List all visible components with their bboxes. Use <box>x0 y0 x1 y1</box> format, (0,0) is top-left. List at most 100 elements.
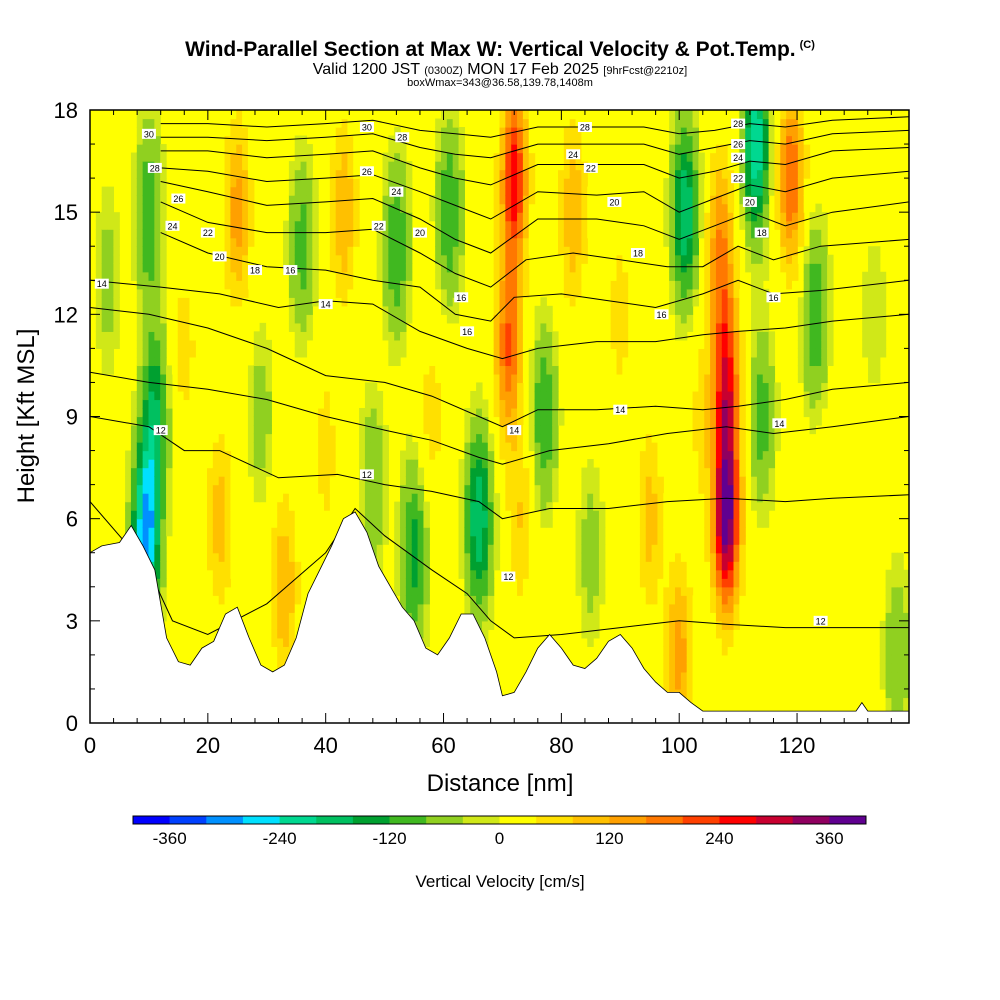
velocity-cell <box>792 229 799 239</box>
velocity-cell <box>499 263 506 273</box>
velocity-cell <box>347 178 354 188</box>
velocity-cell <box>692 237 699 247</box>
velocity-cell <box>628 356 635 367</box>
velocity-cell <box>253 348 261 358</box>
velocity-cell <box>476 527 483 537</box>
velocity-cell <box>756 322 764 332</box>
velocity-cell <box>540 510 547 520</box>
velocity-cell <box>739 314 746 324</box>
velocity-cell <box>306 169 313 179</box>
velocity-cell <box>487 322 495 332</box>
velocity-cell <box>160 407 167 418</box>
velocity-cell <box>587 186 594 196</box>
velocity-cell <box>715 127 723 137</box>
velocity-cell <box>704 212 711 222</box>
velocity-cell <box>727 186 735 196</box>
colorbar-frame <box>132 815 867 825</box>
velocity-cell <box>610 271 618 281</box>
velocity-cell <box>154 246 161 256</box>
velocity-cell <box>756 161 764 171</box>
velocity-cell <box>388 178 395 188</box>
velocity-cell <box>288 271 296 281</box>
velocity-cell <box>803 314 811 324</box>
velocity-cell <box>499 186 506 196</box>
velocity-cell <box>312 220 319 230</box>
velocity-cell <box>511 178 518 188</box>
velocity-cell <box>470 484 477 494</box>
velocity-cell <box>452 110 460 120</box>
velocity-cell <box>499 365 506 375</box>
velocity-cell <box>481 535 489 545</box>
velocity-cell <box>148 399 155 409</box>
velocity-cell <box>587 527 594 537</box>
velocity-cell <box>177 288 185 298</box>
velocity-cell <box>154 535 161 545</box>
velocity-cell <box>739 501 746 511</box>
velocity-cell <box>680 544 688 554</box>
velocity-cell <box>815 237 822 247</box>
velocity-cell <box>669 620 676 630</box>
velocity-cell <box>423 569 430 579</box>
velocity-cell <box>189 339 196 349</box>
velocity-cell <box>441 144 448 154</box>
velocity-cell <box>218 263 226 273</box>
velocity-cell <box>733 348 740 358</box>
velocity-cell <box>253 476 261 486</box>
velocity-cell <box>710 382 717 392</box>
velocity-cell <box>558 135 565 145</box>
velocity-cell <box>400 535 407 545</box>
velocity-cell <box>335 110 343 120</box>
velocity-cell <box>505 561 512 571</box>
velocity-cell <box>721 161 729 171</box>
velocity-cell <box>405 527 413 537</box>
velocity-cell <box>698 467 705 477</box>
velocity-cell <box>300 186 308 196</box>
velocity-cell <box>645 510 653 520</box>
velocity-cell <box>575 186 582 196</box>
velocity-cell <box>441 212 448 222</box>
velocity-cell <box>733 450 740 460</box>
velocity-cell <box>715 356 723 367</box>
velocity-cell <box>189 356 196 367</box>
velocity-cell <box>727 578 735 588</box>
contour-label: 16 <box>454 292 469 303</box>
velocity-cell <box>441 288 448 298</box>
velocity-cell <box>803 110 811 120</box>
velocity-cell <box>821 280 828 290</box>
velocity-cell <box>148 339 155 349</box>
velocity-cell <box>604 288 612 298</box>
colorbar-tick-label: -360 <box>153 829 187 848</box>
velocity-cell <box>505 110 512 120</box>
velocity-cell <box>288 280 296 290</box>
velocity-cell <box>446 280 454 290</box>
velocity-cell <box>259 373 267 384</box>
velocity-cell <box>247 229 255 239</box>
velocity-cell <box>242 254 249 264</box>
velocity-cell <box>318 382 325 392</box>
velocity-cell <box>616 220 623 230</box>
velocity-cell <box>487 450 495 460</box>
velocity-cell <box>873 263 881 273</box>
velocity-cell <box>207 501 214 511</box>
velocity-cell <box>423 416 430 426</box>
velocity-cell <box>786 297 793 307</box>
velocity-cell <box>347 280 354 290</box>
velocity-cell <box>376 263 384 273</box>
velocity-cell <box>815 407 822 418</box>
velocity-cell <box>692 271 699 281</box>
velocity-cell <box>598 552 606 562</box>
velocity-cell <box>721 339 729 349</box>
contour-label: 24 <box>389 186 404 197</box>
velocity-cell <box>704 467 711 477</box>
velocity-cell <box>177 425 185 435</box>
velocity-cell <box>382 229 389 239</box>
velocity-cell <box>517 220 524 230</box>
velocity-cell <box>575 169 582 179</box>
velocity-cell <box>441 433 448 443</box>
velocity-cell <box>429 348 436 358</box>
velocity-cell <box>821 348 828 358</box>
velocity-cell <box>148 501 155 511</box>
copyright-mark: (C) <box>799 39 815 51</box>
velocity-cell <box>505 178 512 188</box>
velocity-cell <box>288 637 296 647</box>
